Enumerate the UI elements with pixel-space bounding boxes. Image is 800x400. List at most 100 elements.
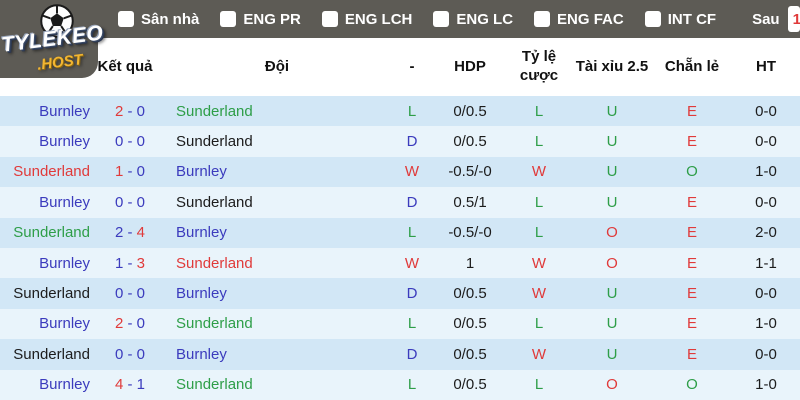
home-team: Sunderland (13, 163, 90, 181)
odds-letter: L (534, 224, 544, 242)
filter-checkbox[interactable] (644, 11, 661, 27)
filter-checkbox[interactable] (220, 11, 237, 27)
filter-checkbox[interactable] (321, 11, 338, 27)
away-team: Burnley (176, 285, 227, 303)
odds-letter: L (534, 193, 544, 211)
match-count-select[interactable]: 10 ▾ (787, 6, 800, 32)
odd-even-letter: E (686, 254, 697, 272)
home-team: Burnley (39, 376, 90, 394)
table-row: Burnley 0 - 0 Sunderland D 0.5/1 L U E 0… (0, 187, 800, 218)
over-under-letter: U (606, 193, 618, 211)
logo-suffix: .HOST (36, 51, 84, 74)
odds-letter: L (534, 376, 544, 394)
odds-letter: W (531, 163, 547, 181)
odd-even-letter: E (686, 224, 697, 242)
filter-label: ENG FAC (557, 10, 624, 28)
ht-score: 1-0 (755, 315, 777, 333)
match-score: 0 - 0 (114, 133, 146, 151)
table-body: Burnley 2 - 0 Sunderland L 0/0.5 L U E 0… (0, 96, 800, 400)
odd-even-letter: E (686, 102, 697, 120)
home-team: Burnley (39, 102, 90, 120)
hdp-value: 0/0.5 (453, 345, 487, 363)
over-under-letter: U (606, 345, 618, 363)
table-row: Burnley 4 - 1 Sunderland L 0/0.5 L O O 1… (0, 369, 800, 400)
match-score: 0 - 0 (114, 193, 146, 211)
filter-item-eng-lch: ENG LCH (321, 10, 413, 28)
over-under-letter: U (606, 285, 618, 303)
hdp-value: 1 (465, 254, 475, 272)
ht-score: 0-0 (755, 193, 777, 211)
ht-score: 1-0 (755, 163, 777, 181)
match-score: 0 - 0 (114, 345, 146, 363)
ht-score: 2-0 (755, 224, 777, 242)
ht-score: 0-0 (755, 285, 777, 303)
filter-checkbox[interactable] (118, 11, 134, 27)
result-letter: L (407, 102, 417, 120)
over-under-letter: O (606, 376, 618, 394)
hdp-value: 0/0.5 (453, 376, 487, 394)
result-letter: L (407, 376, 417, 394)
match-count-value: 10 (792, 10, 800, 28)
away-team: Burnley (176, 163, 227, 181)
hdp-value: -0.5/-0 (448, 163, 492, 181)
odds-letter: W (531, 285, 547, 303)
odds-letter: L (534, 315, 544, 333)
away-team: Burnley (176, 345, 227, 363)
hdp-value: 0.5/1 (453, 193, 487, 211)
filter-checkbox[interactable] (534, 11, 551, 27)
odd-even-letter: O (686, 163, 698, 181)
away-team: Sunderland (176, 254, 253, 272)
match-count-label: Sau (752, 10, 780, 28)
result-letter: L (407, 315, 417, 333)
filter-label: INT CF (667, 10, 717, 28)
header-hdp: HDP (454, 57, 486, 75)
site-logo[interactable]: TYLEKEO .HOST (0, 0, 105, 78)
header-dash: - (409, 57, 415, 75)
table-row: Burnley 1 - 3 Sunderland W 1 W O E 1-1 (0, 247, 800, 279)
away-team: Sunderland (176, 376, 253, 394)
result-letter: W (404, 163, 420, 181)
header-result: Kết quả (97, 57, 153, 75)
match-score: 0 - 0 (114, 285, 146, 303)
away-team: Sunderland (176, 193, 253, 211)
home-team: Burnley (39, 133, 90, 151)
ht-score: 0-0 (755, 133, 777, 151)
odds-letter: W (531, 254, 547, 272)
table-row: Sunderland 0 - 0 Burnley D 0/0.5 W U E 0… (0, 339, 800, 370)
ht-score: 0-0 (755, 345, 777, 363)
match-score: 2 - 0 (114, 102, 146, 120)
over-under-letter: U (606, 102, 618, 120)
table-row: Burnley 0 - 0 Sunderland D 0/0.5 L U E 0… (0, 126, 800, 157)
header-ht: HT (756, 57, 776, 75)
filter-label: ENG LCH (344, 10, 413, 28)
odds-letter: L (534, 133, 544, 151)
filter-label: ENG PR (243, 10, 301, 28)
match-score: 2 - 0 (114, 315, 146, 333)
home-team: Sunderland (13, 285, 90, 303)
over-under-letter: O (606, 254, 618, 272)
header-odd-even: Chẵn lẻ (664, 57, 720, 75)
home-team: Sunderland (13, 345, 90, 363)
filter-item-san-nha: Sân nhà (118, 11, 199, 28)
away-team: Burnley (176, 224, 227, 242)
match-score: 2 - 4 (114, 224, 146, 242)
filter-bar: Sân nhà ENG PR ENG LCH ENG LC ENG FAC IN… (0, 0, 800, 38)
hdp-value: 0/0.5 (453, 102, 487, 120)
filter-item-eng-fac: ENG FAC (534, 11, 624, 28)
odd-even-letter: O (686, 376, 698, 394)
over-under-letter: U (606, 163, 618, 181)
table-row: Sunderland 2 - 4 Burnley L -0.5/-0 L O E… (0, 217, 800, 248)
ht-score: 0-0 (755, 102, 777, 120)
table-row: Burnley 2 - 0 Sunderland L 0/0.5 L U E 1… (0, 308, 800, 340)
odds-letter: W (531, 345, 547, 363)
over-under-letter: U (606, 133, 618, 151)
home-team: Burnley (39, 254, 90, 272)
result-letter: D (406, 345, 418, 363)
ht-score: 1-1 (755, 254, 777, 272)
filter-checkbox[interactable] (433, 11, 450, 27)
hdp-value: 0/0.5 (453, 315, 487, 333)
away-team: Sunderland (176, 102, 253, 120)
result-letter: D (406, 285, 418, 303)
header-team: Đội (264, 57, 290, 75)
table-header: Kết quả Đội - HDP Tỷ lệ cược Tài xỉu 2.5… (0, 38, 800, 96)
